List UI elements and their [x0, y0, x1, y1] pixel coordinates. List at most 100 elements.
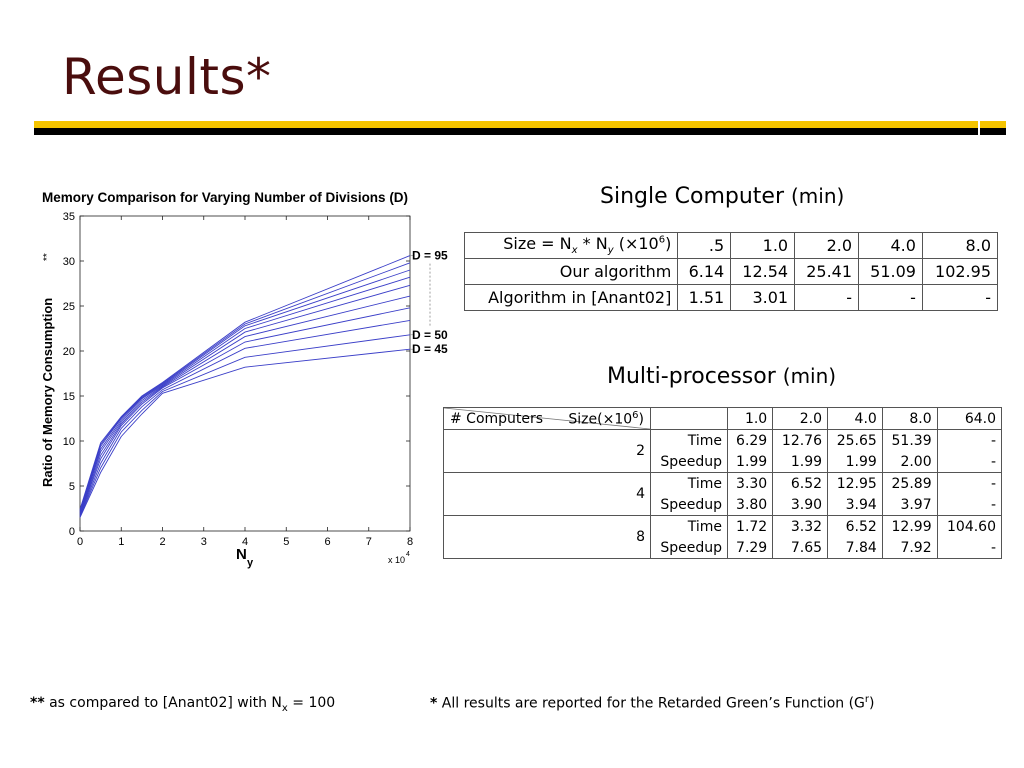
value-cell: 3.97: [881, 494, 938, 516]
y-tick-label: 30: [63, 256, 75, 268]
size-header-label: Size = N: [503, 234, 572, 254]
title-underline-gap: [978, 121, 980, 135]
x-tick-label: 4: [242, 536, 248, 548]
table-row: Our algorithm 6.14 12.54 25.41 51.09 102…: [463, 258, 999, 285]
footnote-left-tail: = 100: [287, 695, 336, 711]
single-computer-table: Size = Nx * Ny (×106) .5 1.0 2.0 4.0 8.0…: [463, 232, 999, 311]
y-tick-label: 20: [63, 346, 75, 358]
series-line: [79, 276, 411, 513]
value-cell: 1.99: [772, 451, 829, 473]
footnote-left-mark: **: [30, 695, 45, 711]
value-cell: 12.76: [772, 429, 829, 451]
slide-title: Results*: [62, 48, 272, 106]
y-tick-label: 0: [69, 526, 75, 538]
value-cell: 3.80: [726, 494, 774, 516]
series-line: [79, 334, 411, 517]
size-cell: 2.0: [772, 407, 829, 430]
value-cell: -: [936, 472, 1003, 494]
single-computer-title: Single Computer (min): [600, 184, 844, 209]
row-label: Algorithm in [Anant02]: [463, 284, 679, 311]
footnote-right: * All results are reported for the Retar…: [430, 694, 874, 712]
size-cell: 8.0: [881, 407, 938, 430]
x-tick-label: 8: [407, 536, 413, 548]
size-cell: 1.0: [726, 407, 774, 430]
series-line: [79, 348, 411, 518]
corner-header-cell: Size(×106) # Computers: [443, 407, 651, 430]
annotation-label: D = 95: [412, 249, 448, 263]
value-cell: 104.60: [936, 515, 1003, 537]
speedup-label: Speedup: [650, 494, 728, 516]
multi-processor-unit: (min): [782, 364, 837, 388]
series-line: [79, 269, 411, 512]
chart-xlabel: N: [236, 546, 247, 563]
y-tick-label: 5: [69, 481, 75, 493]
title-underline-black: [34, 128, 1006, 135]
row-label: Our algorithm: [463, 258, 679, 285]
value-cell: 6.52: [827, 515, 883, 537]
size-cell: 4.0: [827, 407, 883, 430]
table-row: 2 Time 6.29 12.76 25.65 51.39 -: [443, 429, 1003, 473]
chart-x-multiplier-exp: 4: [406, 551, 410, 558]
value-cell: 25.65: [827, 429, 883, 451]
value-cell: 3.94: [827, 494, 883, 516]
table-row: Speedup 7.29 7.65 7.84 7.92 -: [444, 537, 1003, 559]
value-cell: 7.84: [827, 537, 883, 559]
value-cell: 51.09: [858, 258, 923, 285]
series-line: [79, 307, 411, 515]
speedup-label: Speedup: [650, 451, 728, 473]
chart-ylabel: Ratio of Memory Consumption: [40, 298, 55, 487]
value-cell: -: [936, 451, 1003, 473]
value-cell: 1.72: [726, 515, 774, 537]
corner-diagonal: [444, 408, 650, 429]
value-cell: 51.39: [881, 429, 938, 451]
time-label: Time: [650, 515, 728, 537]
value-cell: -: [921, 284, 999, 311]
multi-processor-title-text: Multi-processor: [607, 364, 776, 389]
value-cell: 3.90: [772, 494, 829, 516]
footnote-left: ** as compared to [Anant02] with Nx = 10…: [30, 695, 335, 714]
speedup-label: Speedup: [650, 537, 728, 559]
table-row: Algorithm in [Anant02] 1.51 3.01 - - -: [463, 284, 999, 311]
value-cell: 1.99: [827, 451, 883, 473]
corner-size-label: Size(×106): [568, 410, 644, 428]
table-row: Size(×106) # Computers 1.0 2.0 4.0 8.0 6…: [443, 407, 1003, 430]
value-cell: 25.89: [881, 472, 938, 494]
x-tick-label: 0: [77, 536, 83, 548]
title-underline-yellow: [34, 121, 1006, 128]
series-line: [79, 284, 411, 514]
multi-processor-table: Size(×106) # Computers 1.0 2.0 4.0 8.0 6…: [443, 407, 1003, 559]
annotation-label: D = 50: [412, 328, 448, 342]
x-tick-label: 6: [324, 536, 330, 548]
size-cell: 64.0: [936, 407, 1003, 430]
size-cell: .5: [677, 232, 732, 259]
table-row: Size = Nx * Ny (×106) .5 1.0 2.0 4.0 8.0: [463, 232, 999, 259]
value-cell: -: [936, 537, 1003, 559]
series-line: [79, 295, 411, 515]
value-cell: 25.41: [794, 258, 860, 285]
chart-title: Memory Comparison for Varying Number of …: [42, 190, 408, 205]
corner-computers-label: # Computers: [450, 411, 544, 427]
computers-cell: 4: [443, 472, 651, 516]
series-line: [79, 262, 411, 511]
table-row: 8 Time 1.72 3.32 6.52 12.99 104.60: [443, 515, 1003, 559]
table-row: 4 Time 3.30 6.52 12.95 25.89 -: [443, 472, 1003, 516]
footnote-left-text: as compared to [Anant02] with N: [44, 695, 282, 711]
value-cell: 6.52: [772, 472, 829, 494]
single-computer-unit: (min): [791, 184, 845, 208]
chart-plot-frame: [79, 215, 411, 532]
value-cell: -: [936, 429, 1003, 451]
size-cell: 2.0: [794, 232, 860, 259]
x-tick-label: 7: [366, 536, 372, 548]
value-cell: 1.51: [677, 284, 732, 311]
x-tick-label: 1: [118, 536, 124, 548]
y-tick-label: 25: [63, 301, 75, 313]
footnote-right-sup: r: [864, 694, 870, 705]
value-cell: 6.14: [677, 258, 732, 285]
computers-cell: 2: [443, 429, 651, 473]
size-header-cell: Size = Nx * Ny (×106): [463, 232, 679, 259]
footnote-right-tail: ): [869, 695, 875, 712]
value-cell: 12.99: [881, 515, 938, 537]
value-cell: -: [936, 494, 1003, 516]
value-cell: 3.30: [726, 472, 774, 494]
table-row: Speedup 1.99 1.99 1.99 2.00 -: [444, 451, 1003, 473]
